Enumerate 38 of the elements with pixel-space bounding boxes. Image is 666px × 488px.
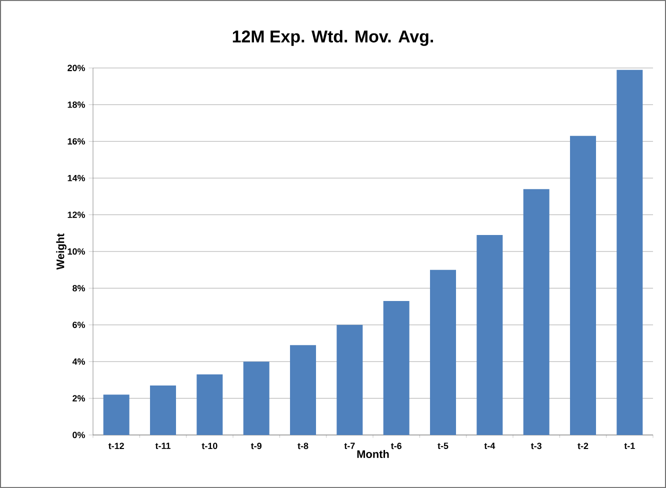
x-tick-label: t-10: [202, 442, 218, 450]
y-tick-label: 2%: [72, 395, 85, 402]
x-tick-label: t-12: [108, 442, 124, 450]
y-tick-label: 16%: [68, 138, 85, 145]
bar: [243, 362, 270, 435]
bar: [523, 189, 550, 435]
bar: [476, 234, 503, 435]
x-tick-label: t-7: [344, 442, 355, 450]
bar: [196, 374, 223, 435]
x-tick-label: t-9: [250, 442, 262, 450]
bar: [290, 345, 316, 435]
bar: [570, 136, 596, 435]
y-tick-label: 14%: [68, 174, 85, 182]
y-tick-label: 20%: [68, 64, 85, 72]
bar: [150, 385, 176, 435]
y-axis-title: Weight: [56, 233, 66, 270]
y-tick-label: 4%: [72, 358, 85, 365]
y-tick-label: 0%: [72, 432, 85, 438]
bar: [383, 301, 410, 435]
x-tick-label: t-8: [298, 442, 308, 450]
x-tick-label: t-11: [155, 442, 170, 450]
chart-title: 12M Exp. Wtd. Mov. Avg.: [232, 30, 434, 46]
y-tick-label: 8%: [72, 285, 85, 292]
y-tick-label: 18%: [68, 102, 85, 108]
x-tick-label: t-3: [530, 442, 542, 450]
bar: [103, 394, 130, 435]
y-tick-label: 10%: [68, 248, 85, 255]
y-tick-label: 6%: [72, 322, 85, 328]
x-tick-label: t-1: [624, 442, 635, 450]
bar: [430, 270, 456, 435]
x-tick-label: t-5: [438, 442, 448, 450]
bar: [336, 324, 363, 435]
x-tick-label: t-2: [578, 442, 588, 450]
x-tick-label: t-6: [390, 442, 402, 450]
x-axis-title: Month: [357, 450, 389, 458]
bar: [616, 70, 643, 435]
y-tick-label: 12%: [68, 212, 85, 218]
x-tick-label: t-4: [484, 442, 496, 450]
